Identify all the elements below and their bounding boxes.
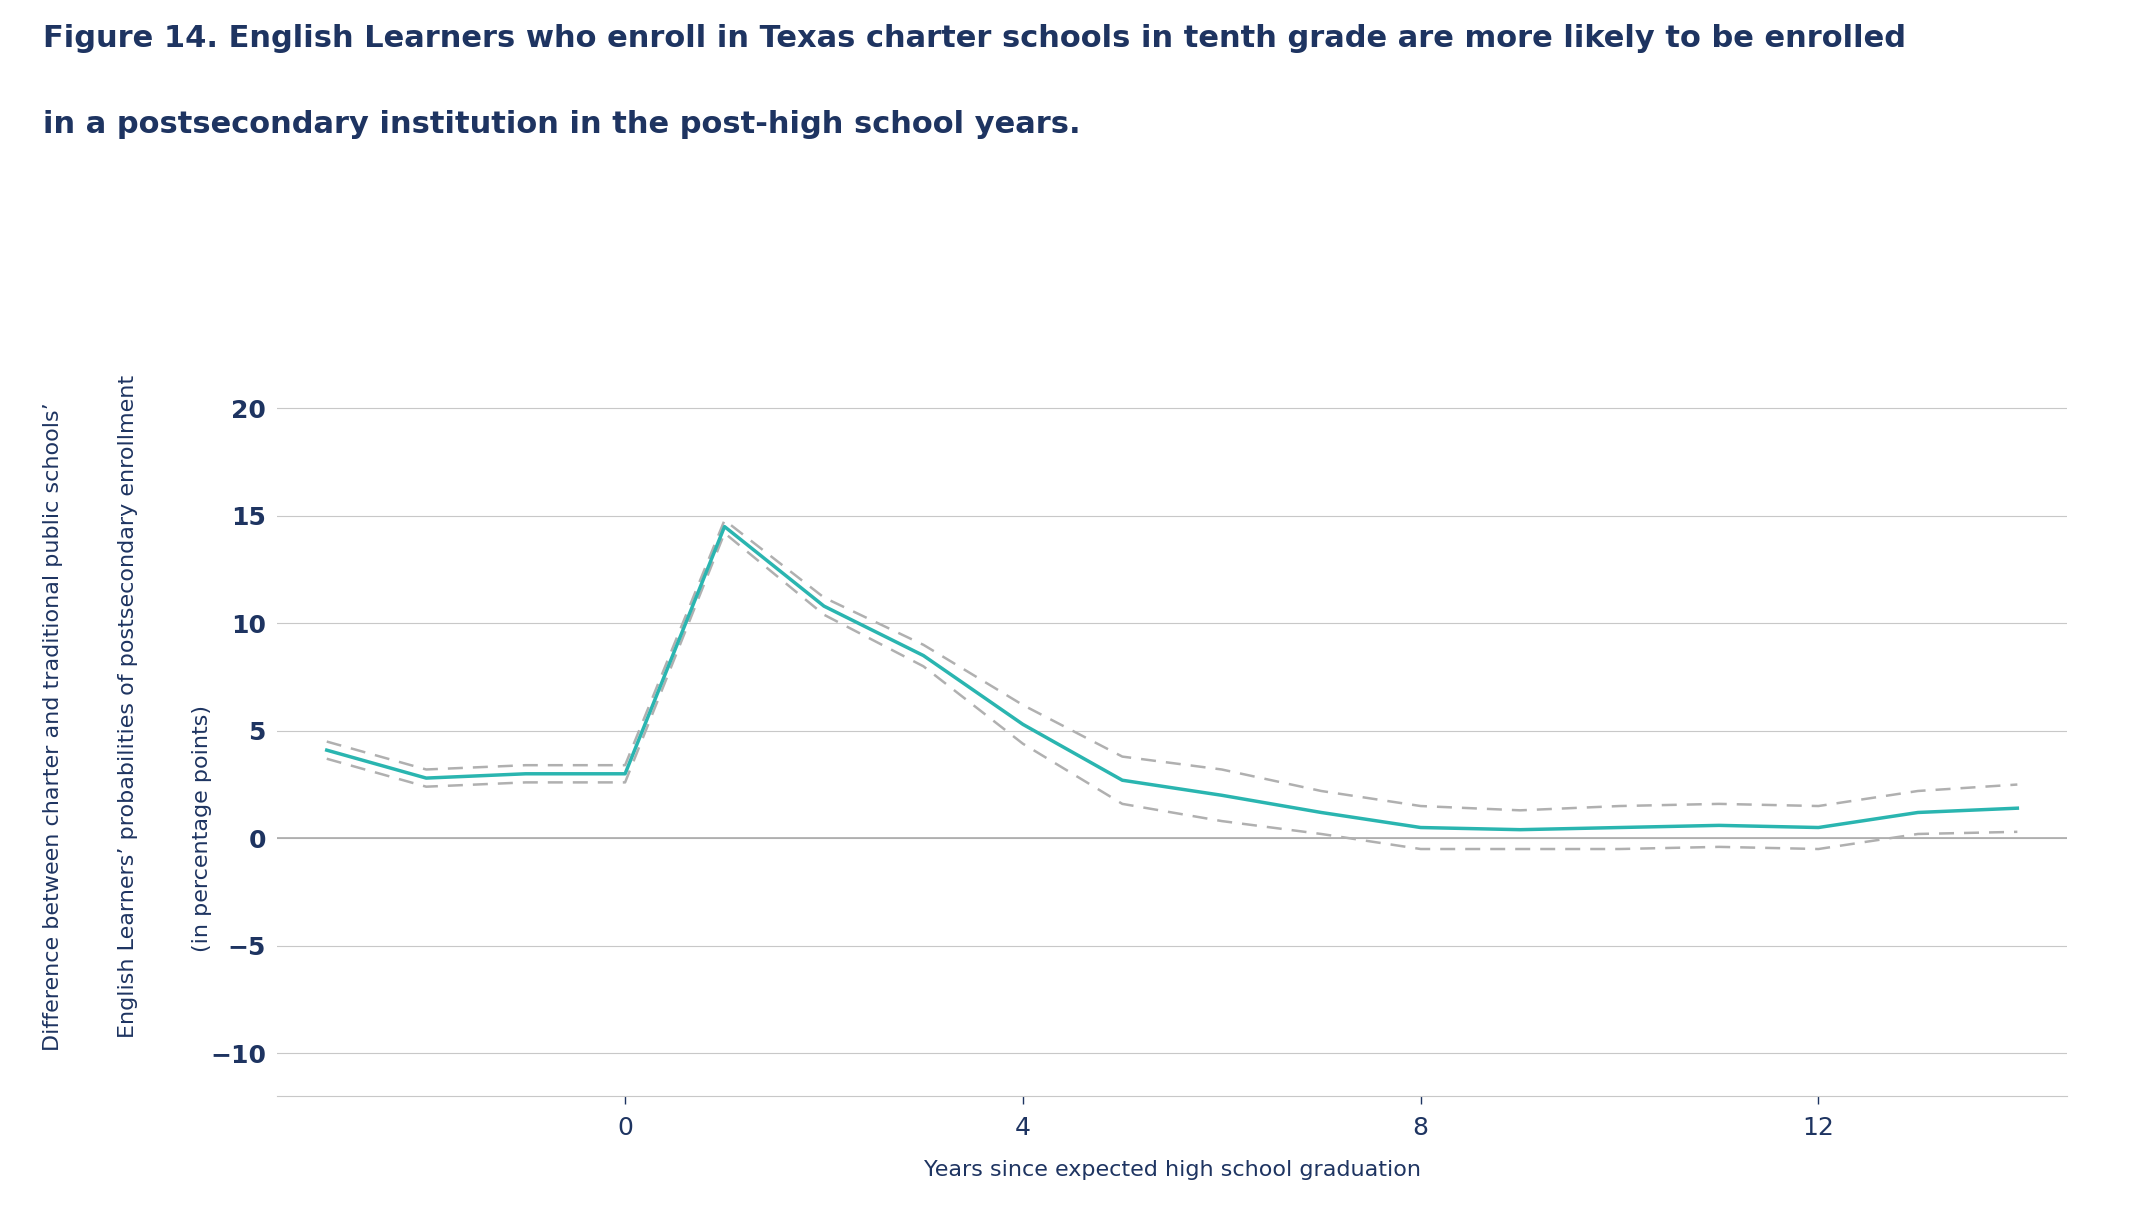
Text: (in percentage points): (in percentage points) [192,705,213,951]
Text: Figure 14. English Learners who enroll in Texas charter schools in tenth grade a: Figure 14. English Learners who enroll i… [43,24,1905,54]
Text: in a postsecondary institution in the post-high school years.: in a postsecondary institution in the po… [43,110,1080,139]
Text: English Learners’ probabilities of postsecondary enrollment: English Learners’ probabilities of posts… [117,375,139,1038]
Text: Difference between charter and traditional public schools’: Difference between charter and tradition… [43,402,64,1051]
X-axis label: Years since expected high school graduation: Years since expected high school graduat… [923,1161,1421,1180]
